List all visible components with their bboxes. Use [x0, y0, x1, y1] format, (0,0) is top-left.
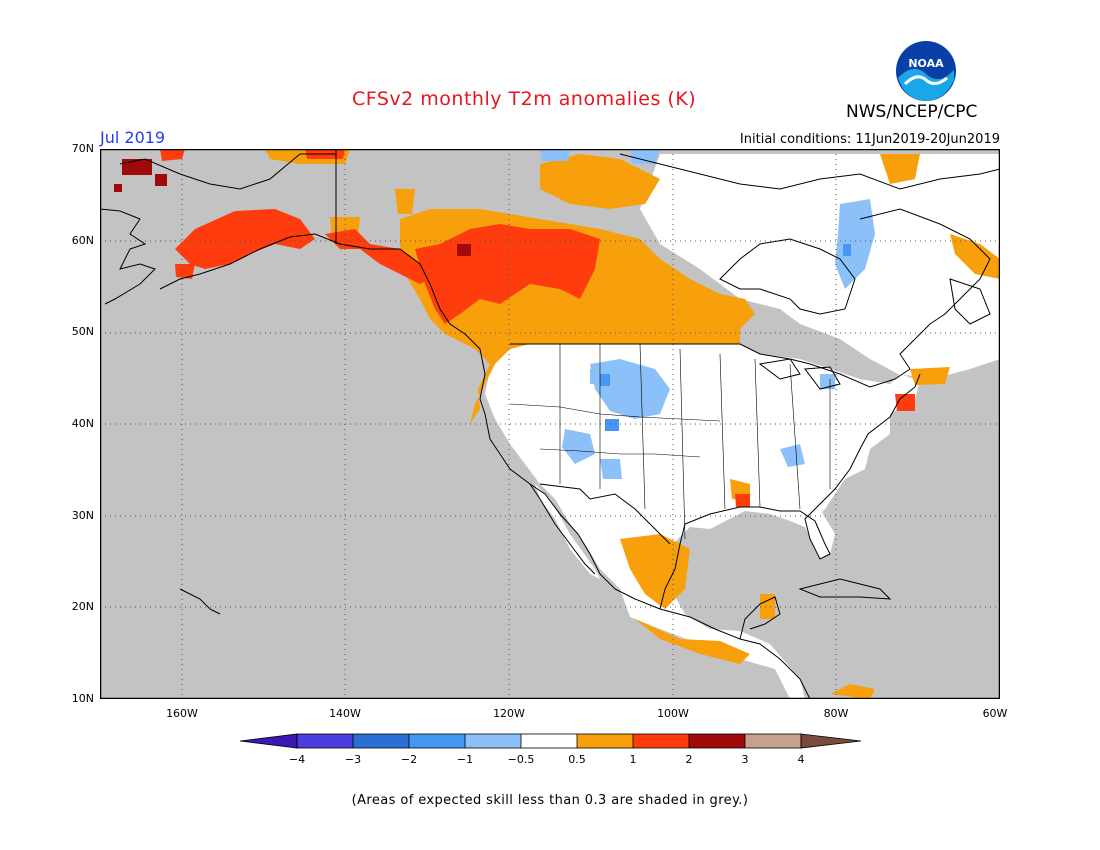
colorbar-segment-7	[633, 734, 689, 748]
lon-label-120w: 120W	[493, 707, 525, 720]
colorbar-label: −2	[401, 753, 417, 766]
colorbar-label: 3	[742, 753, 749, 766]
colorbar: −4 −3 −2 −1 −0.5 0.5 1 2 3 4	[240, 733, 862, 766]
colorbar-label: 4	[798, 753, 805, 766]
colorbar-segment-5	[521, 734, 577, 748]
colorbar-segment-9	[745, 734, 801, 748]
lat-label-70n: 70N	[71, 142, 94, 155]
logo-text: NOAA	[908, 57, 944, 70]
warm-2-3-areas	[114, 159, 471, 256]
colorbar-segment-4	[465, 734, 521, 748]
colorbar-segment-1	[297, 734, 353, 748]
lat-label-50n: 50N	[71, 325, 94, 338]
initial-conditions: Initial conditions: 11Jun2019-20Jun2019	[739, 132, 1000, 147]
lon-label-60w: 60W	[982, 707, 1008, 720]
lon-label-160w: 160W	[166, 707, 198, 720]
lat-label-10n: 10N	[71, 692, 94, 705]
lat-label-60n: 60N	[71, 234, 94, 247]
colorbar-label: −1	[457, 753, 473, 766]
cool-1-2-areas	[600, 244, 851, 431]
skill-footnote: (Areas of expected skill less than 0.3 a…	[351, 793, 749, 808]
colorbar-segment-2	[353, 734, 409, 748]
colorbar-label: 0.5	[568, 753, 586, 766]
colorbar-label: −0.5	[508, 753, 535, 766]
colorbar-segment-highest	[801, 734, 861, 748]
state-borders	[509, 343, 831, 540]
lat-label-20n: 20N	[71, 600, 94, 613]
colorbar-label: 2	[686, 753, 693, 766]
agency-label: NWS/NCEP/CPC	[846, 102, 978, 122]
grid-lines	[100, 149, 1000, 699]
colorbar-segment-lowest	[240, 734, 297, 748]
colorbar-segment-6	[577, 734, 633, 748]
coastlines	[100, 149, 1000, 699]
map-title: CFSv2 monthly T2m anomalies (K)	[352, 88, 697, 110]
colorbar-label: 1	[630, 753, 637, 766]
forecast-month: Jul 2019	[100, 128, 166, 147]
lat-label-30n: 30N	[71, 509, 94, 522]
colorbar-label: −3	[345, 753, 361, 766]
colorbar-segment-8	[689, 734, 745, 748]
colorbar-segment-3	[409, 734, 465, 748]
lon-label-80w: 80W	[823, 707, 849, 720]
lat-label-40n: 40N	[71, 417, 94, 430]
lon-label-140w: 140W	[329, 707, 361, 720]
lon-label-100w: 100W	[657, 707, 689, 720]
map-frame	[100, 149, 1000, 699]
colorbar-label: −4	[289, 753, 305, 766]
anomaly-map	[100, 149, 1000, 699]
noaa-logo: NOAA	[896, 41, 956, 101]
